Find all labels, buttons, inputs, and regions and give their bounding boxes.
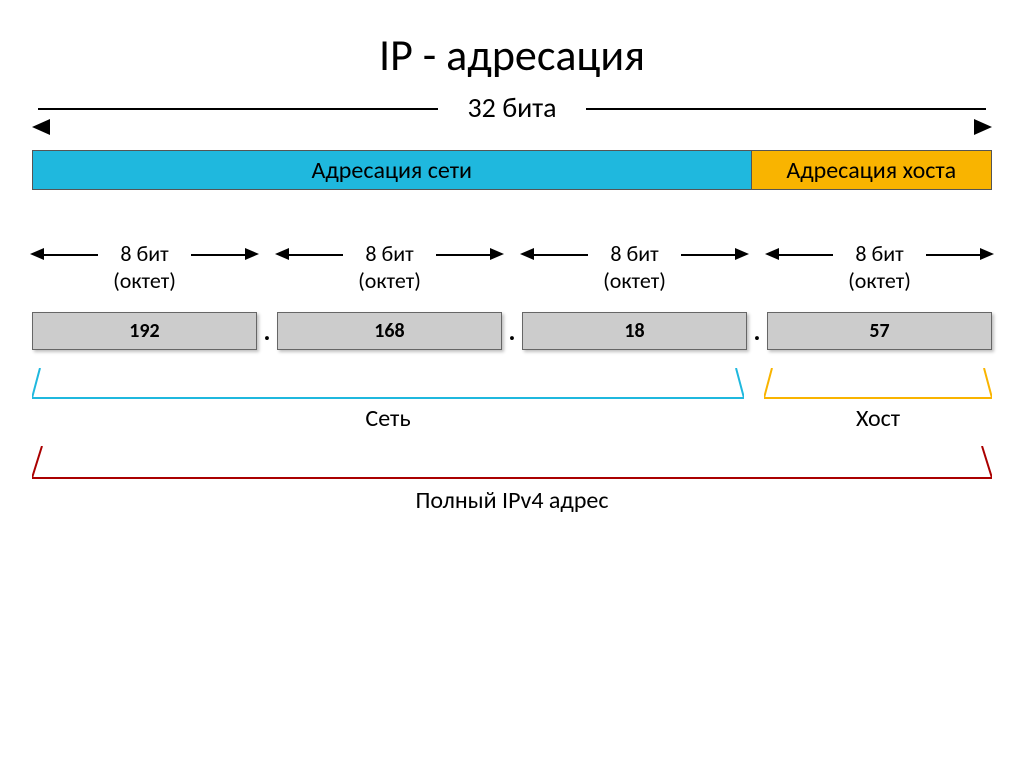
octet-value-4: 57: [767, 312, 992, 350]
octet-label-2: 8 бит (октет): [277, 240, 502, 304]
network-bracket: [32, 368, 744, 402]
host-bracket-label: Хост: [764, 404, 992, 433]
octet-label-3: 8 бит (октет): [522, 240, 747, 304]
arrow-left-icon: [520, 248, 534, 260]
arrow-right-icon: [490, 248, 504, 260]
arrow-line-right: [586, 108, 986, 110]
arrow-right-icon: [980, 248, 994, 260]
host-address-segment: Адресация хоста: [752, 151, 992, 189]
diagram-container: 32 бита Адресация сети Адресация хоста 8…: [32, 90, 992, 520]
total-bits-row: 32 бита: [32, 90, 992, 140]
octet-values-row: 192 . 168 . 18 . 57: [32, 312, 992, 350]
arrow-left-icon: [765, 248, 779, 260]
full-address-label: Полный IPv4 адрес: [32, 486, 992, 515]
full-address-bracket: [32, 446, 992, 482]
arrow-left-icon: [30, 248, 44, 260]
octet-separator: .: [257, 315, 277, 347]
octet-sub-text: (октет): [522, 267, 747, 294]
net-host-bracket-row: Сеть Хост: [32, 368, 992, 438]
arrow-left-icon: [275, 248, 289, 260]
octet-value-2: 168: [277, 312, 502, 350]
octet-sub-text: (октет): [767, 267, 992, 294]
octet-label-1: 8 бит (октет): [32, 240, 257, 304]
arrow-right-icon: [245, 248, 259, 260]
address-bar: Адресация сети Адресация хоста: [32, 150, 992, 190]
octet-value-1: 192: [32, 312, 257, 350]
octet-sub-text: (октет): [277, 267, 502, 294]
full-address-row: Полный IPv4 адрес: [32, 446, 992, 520]
network-bracket-label: Сеть: [32, 404, 744, 433]
octet-separator: .: [747, 315, 767, 347]
arrow-head-right-icon: [974, 119, 992, 135]
network-address-segment: Адресация сети: [33, 151, 752, 189]
octet-value-3: 18: [522, 312, 747, 350]
octet-sub-text: (октет): [32, 267, 257, 294]
octet-label-4: 8 бит (октет): [767, 240, 992, 304]
arrow-right-icon: [735, 248, 749, 260]
octet-separator: .: [502, 315, 522, 347]
host-bracket: [764, 368, 992, 402]
octet-labels-row: 8 бит (октет) 8 бит (октет) 8 бит (октет…: [32, 240, 992, 304]
page-title: IP - адресация: [0, 0, 1024, 82]
